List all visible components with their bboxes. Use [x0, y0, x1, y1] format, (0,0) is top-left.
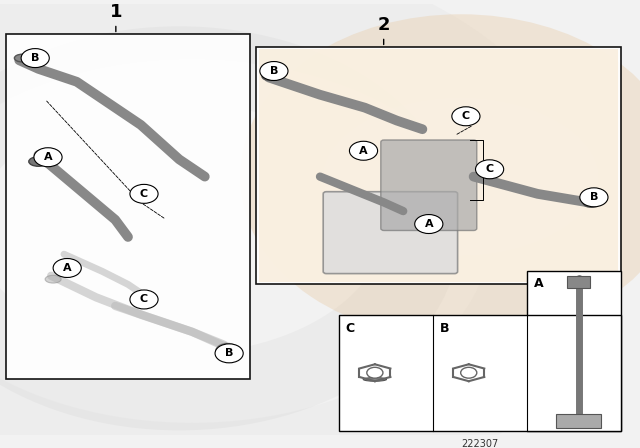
- Circle shape: [215, 344, 243, 363]
- Circle shape: [34, 148, 62, 167]
- Text: C: C: [486, 164, 493, 174]
- Text: B: B: [589, 192, 598, 202]
- Text: C: C: [462, 111, 470, 121]
- Text: B: B: [269, 66, 278, 76]
- Text: B: B: [31, 53, 40, 63]
- Circle shape: [130, 185, 158, 203]
- Circle shape: [476, 160, 504, 179]
- FancyBboxPatch shape: [381, 140, 477, 231]
- Circle shape: [260, 61, 288, 81]
- Text: B: B: [225, 349, 234, 358]
- FancyBboxPatch shape: [323, 192, 458, 274]
- Text: A: A: [359, 146, 368, 156]
- Text: 1: 1: [109, 4, 122, 22]
- Ellipse shape: [45, 276, 61, 283]
- Text: C: C: [140, 294, 148, 305]
- Ellipse shape: [364, 378, 387, 381]
- Ellipse shape: [262, 73, 278, 81]
- FancyBboxPatch shape: [557, 414, 601, 428]
- Circle shape: [580, 188, 608, 207]
- FancyBboxPatch shape: [527, 271, 621, 431]
- Circle shape: [21, 48, 49, 68]
- Text: 222307: 222307: [461, 439, 499, 448]
- Text: A: A: [534, 276, 543, 289]
- Circle shape: [216, 344, 239, 359]
- Text: C: C: [346, 322, 355, 335]
- Text: A: A: [44, 152, 52, 162]
- Text: 2: 2: [378, 17, 390, 34]
- Circle shape: [130, 290, 158, 309]
- FancyBboxPatch shape: [339, 314, 621, 431]
- FancyBboxPatch shape: [256, 47, 621, 284]
- Ellipse shape: [29, 157, 48, 166]
- Text: C: C: [140, 189, 148, 199]
- Ellipse shape: [15, 54, 31, 62]
- Circle shape: [53, 258, 81, 277]
- Text: A: A: [63, 263, 72, 273]
- Bar: [567, 276, 590, 288]
- Ellipse shape: [584, 199, 600, 207]
- FancyBboxPatch shape: [6, 34, 250, 379]
- Circle shape: [349, 141, 378, 160]
- FancyBboxPatch shape: [259, 49, 618, 282]
- Circle shape: [461, 367, 477, 378]
- Circle shape: [415, 215, 443, 233]
- Text: A: A: [424, 219, 433, 229]
- Circle shape: [367, 367, 383, 378]
- Text: B: B: [440, 322, 449, 335]
- Circle shape: [452, 107, 480, 126]
